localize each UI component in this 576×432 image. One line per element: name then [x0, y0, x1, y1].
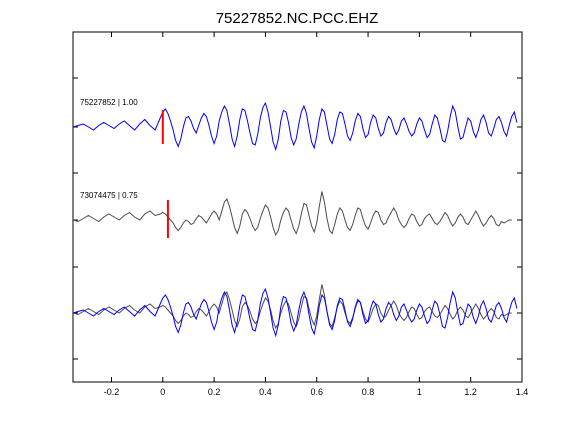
chart-title: 75227852.NC.PCC.EHZ	[216, 10, 379, 27]
x-tick-label: 1.4	[516, 387, 529, 397]
x-tick-label: 1.2	[464, 387, 477, 397]
trace-2-label: 73074475 | 0.75	[80, 191, 138, 200]
trace-1-label: 75227852 | 1.00	[80, 98, 138, 107]
x-tick-label: 0.6	[310, 387, 323, 397]
x-tick-label: 0	[160, 387, 165, 397]
overlay-trace-1-line	[72, 287, 518, 338]
traces-layer	[72, 101, 518, 338]
ticks-layer: -0.2 0 0.2 0.4 0.6 0.8 1 1.2 1.4	[73, 32, 528, 397]
plot-frame	[72, 31, 523, 383]
x-tick-label: 0.4	[259, 387, 272, 397]
x-tick-label: -0.2	[104, 387, 120, 397]
x-tick-label: 0.2	[208, 387, 221, 397]
x-tick-label: 1	[417, 387, 422, 397]
trace-1-line	[72, 101, 518, 152]
trace-2-line	[72, 191, 512, 237]
labels-layer: 75227852 | 1.00 73074475 | 0.75	[80, 98, 138, 200]
x-tick-label: 0.8	[362, 387, 375, 397]
